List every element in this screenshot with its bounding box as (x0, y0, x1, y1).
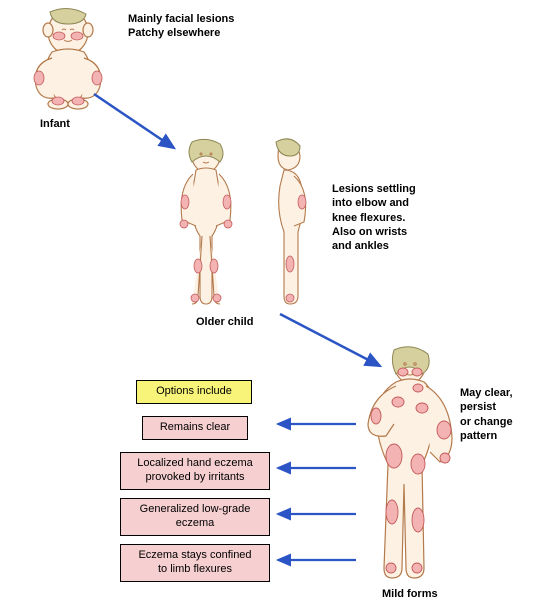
infant-desc: Mainly facial lesions Patchy elsewhere (128, 12, 234, 41)
remains-clear-box: Remains clear (142, 416, 248, 440)
child-side-figure (254, 136, 320, 312)
infant-figure (18, 6, 118, 114)
adult-label: Mild forms (382, 588, 438, 602)
adult-figure (346, 344, 466, 588)
adult-desc: May clear, persist or change pattern (460, 386, 540, 443)
child-desc: Lesions settling into elbow and knee fle… (332, 182, 442, 253)
child-label: Older child (196, 316, 253, 330)
options-box: Options include (136, 380, 252, 404)
limb-flexures-box: Eczema stays confined to limb flexures (120, 544, 270, 582)
hand-eczema-box: Localized hand eczema provoked by irrita… (120, 452, 270, 490)
generalized-box: Generalized low-grade eczema (120, 498, 270, 536)
child-front-figure (166, 136, 246, 312)
infant-label: Infant (40, 118, 70, 132)
